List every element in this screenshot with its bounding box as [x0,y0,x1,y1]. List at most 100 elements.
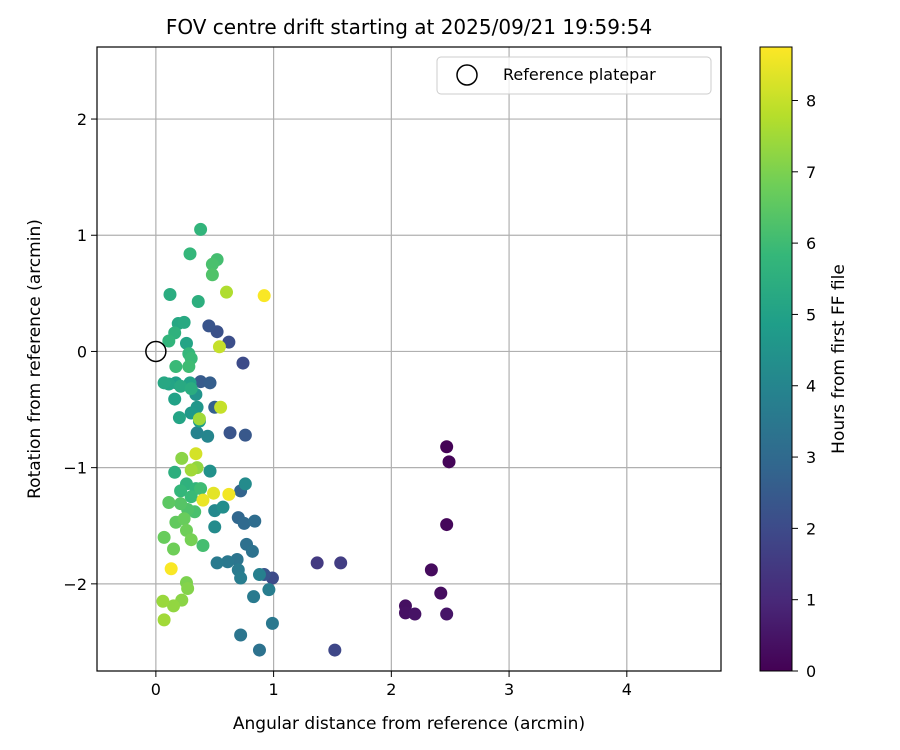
data-point [156,594,170,608]
reference-marker [145,340,167,363]
colorbar-tick-label: 8 [806,91,816,110]
data-point [442,455,456,469]
y-tick-label: 2 [77,110,87,129]
data-point [174,379,188,393]
data-point [234,571,248,585]
plot-frame [96,46,722,672]
data-point [334,556,348,570]
data-point [398,606,412,620]
data-point [434,586,448,600]
data-point [196,493,210,507]
colorbar-tick-label: 6 [806,234,816,253]
data-point [162,334,176,348]
scatter-points [156,222,456,657]
data-point [163,288,177,302]
y-tick-label: 0 [77,342,87,361]
data-point [157,376,171,390]
data-point [177,512,191,526]
data-point [202,319,216,333]
data-point [310,556,324,570]
data-point [205,257,219,271]
data-point [207,486,221,500]
data-point [210,556,224,570]
x-tick-label: 4 [622,680,632,699]
data-point [257,289,271,303]
data-point [440,440,454,454]
data-point [168,465,182,479]
data-point [238,428,252,442]
data-point [440,518,454,532]
colorbar: 0 1 2 3 4 5 6 7 8 Hours from first FF file [759,46,849,681]
data-point [164,562,178,576]
data-point [174,497,188,511]
data-point [175,451,189,465]
y-tick-label: −2 [63,575,87,594]
data-point [245,544,259,558]
y-axis-label: Rotation from reference (arcmin) [25,219,45,499]
data-point [203,376,217,390]
data-point [194,222,208,236]
data-point [424,563,438,577]
legend-marker [456,64,478,86]
y-tick-label: −1 [63,459,87,478]
data-point [234,628,248,642]
data-point [184,533,198,547]
legend-label: Reference platepar [503,65,656,84]
colorbar-label: Hours from first FF file [829,264,849,454]
data-point [408,607,422,621]
x-axis: 0 1 2 3 4 [151,671,632,699]
data-point [222,487,236,501]
data-point [201,429,215,443]
colorbar-ticks: 0 1 2 3 4 5 6 7 8 [792,91,816,681]
colorbar-tick-label: 4 [806,377,816,396]
data-point [167,542,181,556]
data-point [194,482,208,496]
data-point [237,516,251,530]
data-point [191,294,205,308]
colorbar-tick-label: 3 [806,448,816,467]
data-point [162,496,176,510]
data-point [184,490,198,504]
data-point [189,447,203,461]
data-point [203,464,217,478]
data-point [172,411,186,425]
colorbar-tick-label: 2 [806,519,816,538]
x-tick-label: 1 [269,680,279,699]
y-tick-label: 1 [77,226,87,245]
data-point [184,382,198,396]
x-axis-label: Angular distance from reference (arcmin) [233,714,585,734]
data-point [262,583,276,597]
data-point [167,599,181,613]
data-point [212,340,226,354]
data-point [252,643,266,657]
data-point [157,530,171,544]
colorbar-tick-label: 7 [806,163,816,182]
x-tick-label: 2 [386,680,396,699]
data-point [221,555,235,569]
data-point [223,426,237,440]
data-point [252,568,266,582]
data-point [196,539,210,553]
data-point [157,613,171,627]
data-point [168,392,182,406]
data-point [183,247,197,261]
data-point [238,477,252,491]
data-point [208,520,222,534]
chart-title: FOV centre drift starting at 2025/09/21 … [166,15,652,39]
data-point [182,360,196,374]
reference-point [145,340,167,363]
data-point [328,643,342,657]
data-point [440,607,454,621]
data-point [174,484,188,498]
data-point [179,336,193,350]
data-point [247,590,261,604]
data-point [192,412,206,426]
legend-box [436,56,712,95]
data-point [177,315,191,329]
data-point [248,514,262,528]
data-point [194,375,208,389]
colorbar-tick-label: 1 [806,591,816,610]
x-tick-label: 0 [151,680,161,699]
data-point [214,400,228,414]
